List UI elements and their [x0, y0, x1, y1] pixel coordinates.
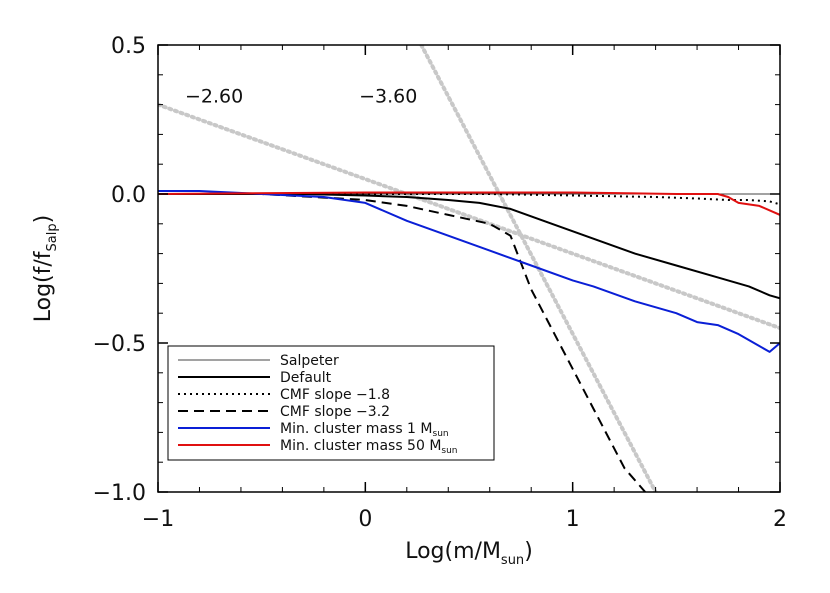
- series-line-4: [158, 193, 646, 492]
- slope-annotation: −3.60: [359, 86, 417, 108]
- series-lines: [158, 190, 780, 492]
- legend-label: Default: [280, 370, 332, 386]
- series-line-6: [158, 191, 780, 216]
- x-tick-label: −1: [142, 507, 174, 532]
- y-tick-label: −1.0: [93, 481, 146, 506]
- y-tick-label: −0.5: [93, 332, 146, 357]
- x-tick-label: 0: [358, 507, 372, 532]
- plot-frame: [157, 44, 781, 493]
- legend-label: Min. cluster mass 1 Msun: [280, 421, 449, 439]
- series-line-2: [158, 193, 780, 300]
- slope-annotation: −2.60: [185, 86, 243, 108]
- legend-label: CMF slope −1.8: [280, 387, 390, 403]
- y-tick-label: 0.5: [111, 34, 146, 59]
- x-axis-title: Log(m/Msun): [405, 539, 533, 568]
- reference-line-1: [158, 102, 780, 331]
- x-tick-label: 1: [566, 507, 580, 532]
- axis-ticks: −1 0 1 2 −1.0 −0.5 0.0 0.5: [93, 34, 787, 532]
- legend-label: CMF slope −3.2: [280, 404, 390, 420]
- y-tick-label: 0.0: [111, 183, 146, 208]
- x-tick-label: 2: [773, 507, 787, 532]
- slope-annotations: −2.60 −3.60: [185, 86, 417, 108]
- legend-box: [167, 345, 495, 461]
- legend-label: Salpeter: [280, 353, 339, 369]
- y-axis-title: Log(f/fSalp): [31, 215, 60, 322]
- legend-label: Min. cluster mass 50 Msun: [280, 438, 458, 456]
- series-line-5: [158, 190, 780, 353]
- series-line-3: [158, 193, 780, 206]
